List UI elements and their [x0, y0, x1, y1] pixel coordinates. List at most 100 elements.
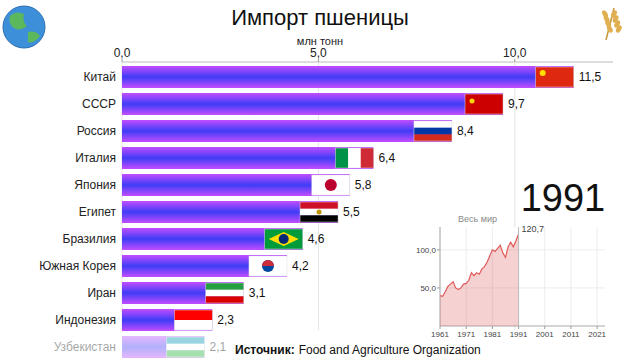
bar [122, 174, 350, 196]
row-labels: Индонезия2,3 [55, 313, 234, 327]
inset-background [440, 227, 605, 326]
bars [122, 66, 574, 358]
flag-border [206, 283, 244, 303]
flag-stripe [206, 296, 244, 303]
data-label: 5,5 [343, 205, 360, 219]
inset-y-tick-label: 100,0 [416, 246, 437, 255]
flag-stripe [414, 121, 452, 128]
bar-group [122, 174, 350, 196]
bar-group [122, 120, 452, 142]
flag-stripe [414, 128, 452, 135]
inset-x-tick-label: 1971 [457, 330, 475, 339]
flag-stripe [348, 148, 361, 168]
flag-stripe [536, 67, 574, 87]
data-label: 11,5 [579, 70, 602, 84]
source-label: Источник: [235, 343, 295, 357]
flag [249, 256, 287, 276]
x-tick-label: 0,0 [114, 46, 131, 60]
flag-border [166, 337, 204, 357]
data-label: 2,1 [209, 340, 226, 354]
data-label: 4,6 [308, 232, 325, 246]
flag-diamond [269, 232, 299, 246]
flag-stripe [166, 337, 204, 344]
flag-stripe [174, 310, 212, 320]
inset-value-label: 120,7 [522, 224, 545, 234]
inset-x-tick-label: 2021 [588, 330, 606, 339]
row-labels: Южная Корея4,2 [39, 259, 309, 273]
x-tick-label: 5,0 [310, 46, 327, 60]
flag-stripe [206, 290, 244, 297]
row-labels: СССР9,7 [82, 97, 525, 111]
flag [174, 310, 212, 330]
inset-title: Весь мир [458, 214, 497, 224]
inset-x-tick-label: 1981 [483, 330, 501, 339]
inset-chart: Весь мир196119711981199120012011202150,0… [416, 214, 607, 339]
category-label: Япония [74, 178, 116, 192]
flag-border [414, 121, 452, 141]
bar-group [122, 309, 212, 331]
data-label: 6,4 [378, 151, 395, 165]
bar-group [122, 147, 374, 169]
inset-grid-line [518, 227, 519, 326]
flag-border [174, 310, 212, 330]
flag [465, 94, 503, 114]
inset-grid-line [570, 227, 571, 326]
flag-border [249, 256, 287, 276]
flag-stripe [414, 134, 452, 141]
bar-group [122, 93, 503, 115]
flag-border [265, 229, 303, 249]
bar [122, 147, 373, 169]
row-labels: Россия8,4 [77, 124, 474, 138]
flag-border [300, 202, 338, 222]
x-axis: 0,0 5,0 10,0 [114, 46, 613, 330]
bar [122, 282, 244, 304]
row-labels: Италия 6,4 [75, 151, 395, 165]
source-text: Источник: Food and Agriculture Organizati… [235, 343, 481, 357]
flag-stripe [206, 283, 244, 290]
inset-series [440, 227, 519, 326]
flag-stripe [265, 229, 303, 249]
bar-group [122, 336, 204, 358]
data-label: 8,4 [457, 124, 474, 138]
bar-group [122, 228, 303, 250]
row-labels: Китай11,5 [84, 70, 602, 84]
flag [300, 202, 338, 222]
category-label: СССР [82, 97, 116, 111]
row-labels: Бразилия 4,6 [63, 232, 325, 246]
globe-land [10, 12, 28, 29]
year-annotation: 1991 [521, 177, 606, 219]
flag [414, 121, 452, 141]
flag-stripe [335, 148, 348, 168]
inset-x-tick-label: 1961 [431, 330, 449, 339]
inset-x-tick-label: 2001 [536, 330, 554, 339]
flag-border [335, 148, 373, 168]
category-label: Италия [75, 151, 116, 165]
bar-group [122, 282, 244, 304]
flag [335, 148, 373, 168]
data-label: 5,8 [355, 178, 372, 192]
category-label: Египет [79, 205, 117, 219]
inset-grid-line [440, 249, 605, 250]
inset-grid-line [544, 227, 545, 326]
row-labels: Иран3,1 [87, 286, 265, 300]
inset-x-tick-label: 2011 [562, 330, 580, 339]
flag-stripe [361, 148, 374, 168]
category-label: Бразилия [63, 232, 117, 246]
flag-stripe [166, 350, 204, 357]
flag-border [312, 175, 350, 195]
bar [122, 255, 287, 277]
source-name: Food and Agriculture Organization [299, 343, 481, 357]
decorations [3, 6, 623, 48]
bar-group [122, 255, 287, 277]
bar-group [122, 66, 574, 88]
wheat-grain [615, 24, 623, 33]
wheat-grain [606, 24, 614, 33]
inset-y-tick-label: 50,0 [420, 284, 436, 293]
current-year-line [518, 227, 519, 326]
inset-area [440, 234, 519, 326]
category-label: Узбекистан [54, 340, 116, 354]
flag-border [536, 67, 574, 87]
bar [122, 93, 503, 115]
x-tick-label: 10,0 [503, 46, 527, 60]
flag-stripe [312, 175, 350, 195]
